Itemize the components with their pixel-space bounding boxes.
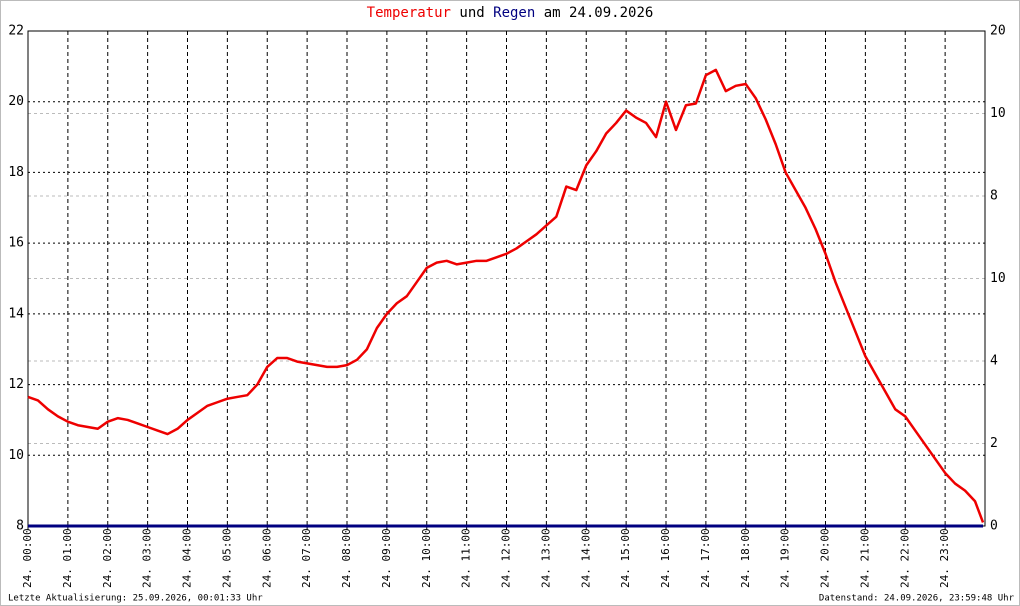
x-tick-label: 24. 18:00: [739, 528, 752, 588]
y2-tick-label: 8: [990, 189, 998, 204]
title-connector: und: [459, 5, 484, 21]
chart-title: Temperatur und Regen am 24.09.2026: [367, 5, 654, 21]
x-tick-label: 24. 16:00: [659, 528, 672, 588]
x-tick-label: 24. 10:00: [420, 528, 433, 588]
x-tick-label: 24. 08:00: [340, 528, 353, 588]
x-tick-label: 24. 12:00: [500, 528, 513, 588]
y2-tick-label: 0: [990, 519, 998, 534]
footer-right: Datenstand: 24.09.2026, 23:59:48 Uhr: [819, 594, 1015, 604]
x-tick-label: 24. 07:00: [300, 528, 313, 588]
x-tick-label: 24. 05:00: [220, 528, 233, 588]
x-tick-label: 24. 22:00: [898, 528, 911, 588]
title-temperature: Temperatur: [367, 5, 451, 21]
x-tick-label: 24. 15:00: [619, 528, 632, 588]
y-tick-label: 8: [16, 519, 24, 534]
x-tick-label: 24. 01:00: [61, 528, 74, 588]
y-tick-label: 22: [8, 24, 24, 39]
x-tick-label: 24. 14:00: [579, 528, 592, 588]
y2-tick-label: 10: [990, 106, 1006, 121]
y2-tick-label: 4: [990, 354, 998, 369]
y-tick-label: 16: [8, 236, 24, 251]
x-tick-label: 24. 17:00: [699, 528, 712, 588]
y2-tick-label: 2: [990, 436, 998, 451]
title-date: am 24.09.2026: [544, 5, 654, 21]
y-tick-label: 12: [8, 377, 24, 392]
x-tick-label: 24. 03:00: [141, 528, 154, 588]
x-tick-label: 24. 04:00: [181, 528, 194, 588]
x-tick-label: 24. 19:00: [779, 528, 792, 588]
x-tick-label: 24. 06:00: [260, 528, 273, 588]
x-tick-label: 24. 09:00: [380, 528, 393, 588]
y2-tick-label: 20: [990, 24, 1006, 39]
x-tick-label: 24. 13:00: [539, 528, 552, 588]
series-line: [27, 68, 985, 523]
x-tick-label: 24. 00:00: [21, 528, 34, 588]
y2-tick-label: 10: [990, 271, 1006, 286]
title-rain: Regen: [493, 5, 535, 21]
x-tick-label: 24. 02:00: [101, 528, 114, 588]
x-tick-label: 24. 21:00: [858, 528, 871, 588]
y-tick-label: 20: [8, 94, 24, 109]
x-tick-label: 24. 23:00: [938, 528, 951, 588]
x-tick-label: 24. 11:00: [460, 528, 473, 588]
y-tick-label: 14: [8, 306, 24, 321]
y-tick-label: 10: [8, 448, 24, 463]
y-tick-label: 18: [8, 165, 24, 180]
x-tick-label: 24. 20:00: [819, 528, 832, 588]
footer-left: Letzte Aktualisierung: 25.09.2026, 00:01…: [8, 594, 263, 604]
